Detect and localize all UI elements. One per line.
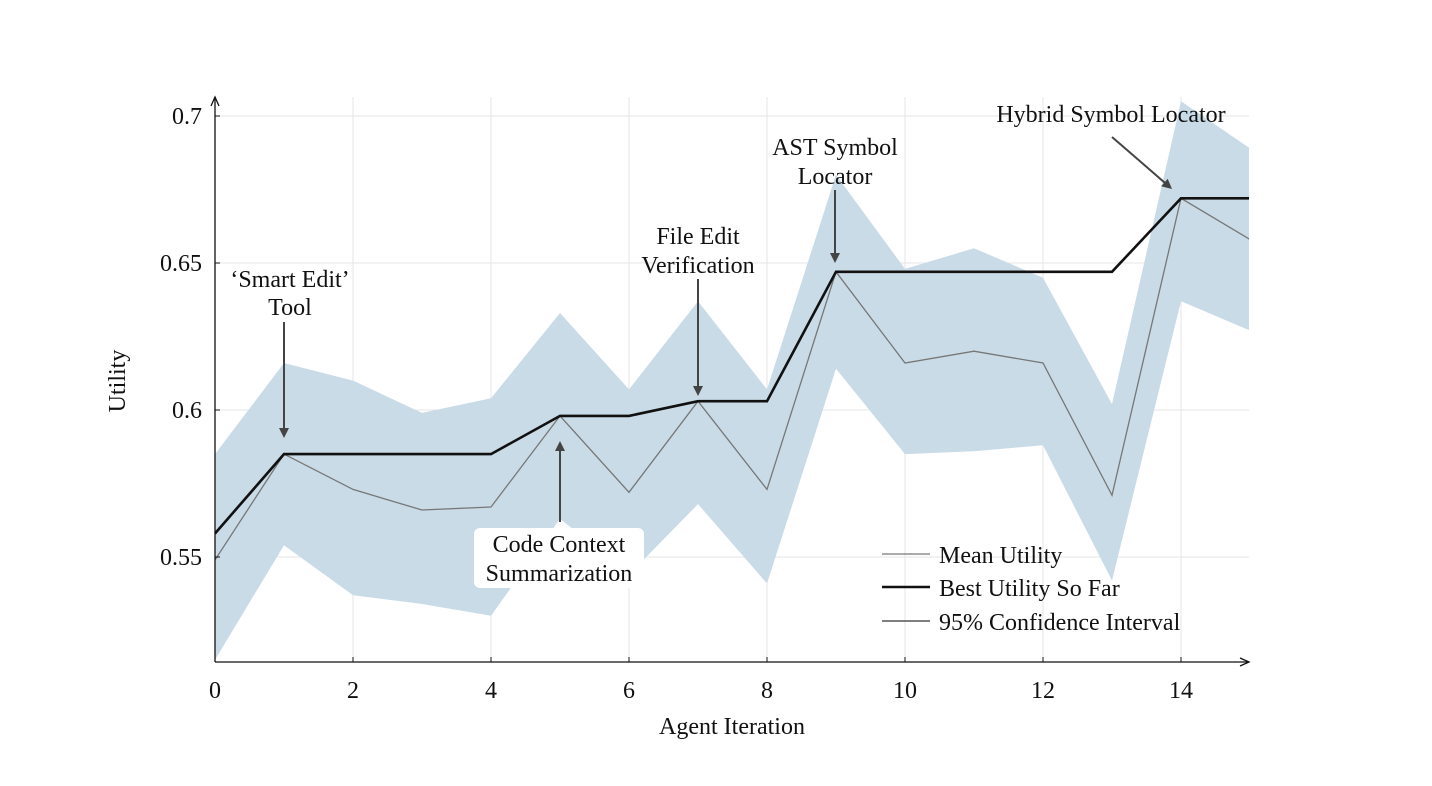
annotation-smart-edit-arrowhead (279, 428, 289, 438)
annotation-code-context-box (474, 528, 644, 588)
annotation-code-context-text-0: Code Context (493, 532, 626, 558)
y-axis-label: Utility (105, 350, 131, 413)
annotation-smart-edit-text-0: ‘Smart Edit’ (230, 267, 349, 293)
x-tick-label-2: 2 (347, 678, 359, 704)
annotation-file-edit-text-0: File Edit (656, 224, 740, 250)
y-tick-label-0.65: 0.65 (160, 251, 202, 277)
legend-item-2: 95% Confidence Interval (882, 610, 1181, 636)
annotation-hybrid-symbol-text-0: Hybrid Symbol Locator (996, 102, 1225, 128)
annotation-file-edit-text-1: Verification (641, 253, 754, 279)
annotation-code-context: Code Context Summarization (474, 441, 644, 588)
annotation-smart-edit-text-1: Tool (268, 295, 312, 321)
annotation-ast-symbol-text-0: AST Symbol (772, 135, 898, 161)
annotation-smart-edit: ‘Smart Edit’Tool (230, 267, 350, 438)
confidence-interval-band (215, 101, 1249, 660)
legend-label-1: Best Utility So Far (939, 576, 1120, 602)
x-axis-label: Agent Iteration (659, 714, 805, 740)
x-tick-label-10: 10 (893, 678, 917, 704)
y-tick-label-0.7: 0.7 (172, 104, 202, 130)
annotation-hybrid-symbol-arrowhead (1161, 178, 1172, 189)
series-lines-layer (215, 197, 1249, 561)
x-tick-label-6: 6 (623, 678, 635, 704)
annotations: ‘Smart Edit’Tool Code Context Summarizatio… (230, 102, 1226, 588)
x-tick-label-0: 0 (209, 678, 221, 704)
x-tick-label-14: 14 (1169, 678, 1193, 704)
y-axis-arrow (210, 95, 220, 107)
mean-utility-line (215, 197, 1249, 561)
legend: Mean Utility Best Utility So Far 95% Confi… (882, 543, 1181, 636)
annotation-file-edit: File Edit Verification (641, 224, 755, 396)
legend-item-0: Mean Utility (882, 543, 1062, 569)
best-utility-line (215, 197, 1249, 535)
confidence-band-layer (215, 101, 1249, 660)
annotation-hybrid-symbol: Hybrid Symbol Locator (996, 102, 1226, 189)
legend-item-1: Best Utility So Far (882, 576, 1120, 602)
annotation-ast-symbol: AST Symbol Locator (772, 135, 898, 263)
annotation-code-context-arrowhead (555, 441, 565, 451)
x-tick-label-8: 8 (761, 678, 773, 704)
y-tick-label-0.55: 0.55 (160, 545, 202, 571)
x-axis-arrow (1239, 657, 1251, 667)
annotation-file-edit-arrowhead (693, 386, 703, 396)
legend-label-2: 95% Confidence Interval (939, 610, 1181, 636)
annotation-code-context-text-1: Summarization (486, 561, 633, 587)
tick-labels: 0 2 4 6 8 10 12 14 0.55 0.6 0.65 0.7 (160, 104, 1193, 704)
x-tick-label-4: 4 (485, 678, 497, 704)
annotation-ast-symbol-text-1: Locator (798, 164, 873, 190)
annotation-ast-symbol-arrowhead (830, 253, 840, 263)
legend-label-0: Mean Utility (939, 543, 1062, 569)
x-tick-label-12: 12 (1031, 678, 1055, 704)
annotation-hybrid-symbol-arrow-line (1111, 136, 1166, 184)
y-tick-label-0.6: 0.6 (172, 398, 202, 424)
axes (210, 95, 1251, 667)
